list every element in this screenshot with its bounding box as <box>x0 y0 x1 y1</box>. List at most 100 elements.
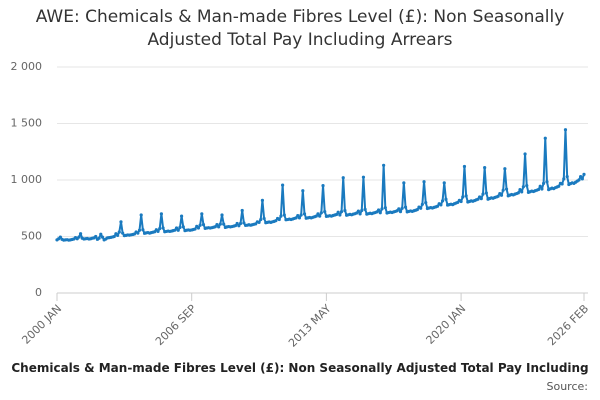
series-line <box>56 128 585 242</box>
point <box>336 210 340 214</box>
point <box>277 217 281 222</box>
point <box>459 199 463 204</box>
point <box>496 194 500 198</box>
point <box>419 206 423 210</box>
point <box>141 228 145 232</box>
point <box>257 220 261 224</box>
point <box>279 214 283 218</box>
point <box>181 225 185 229</box>
x-tick-label: 2013 MAY <box>286 302 334 350</box>
point <box>316 212 320 216</box>
y-tick-label: 1 500 <box>11 117 43 130</box>
point <box>439 203 443 207</box>
point <box>520 190 524 194</box>
point <box>343 208 347 213</box>
point <box>119 220 123 224</box>
point <box>116 233 120 237</box>
point <box>139 213 143 217</box>
point <box>361 175 366 179</box>
x-tick-label: 2006 SEP <box>153 302 199 348</box>
point <box>382 163 386 167</box>
point <box>582 172 586 176</box>
point <box>424 201 428 205</box>
point <box>557 184 561 188</box>
point <box>262 216 266 221</box>
point <box>579 175 583 179</box>
point <box>402 181 406 185</box>
point <box>156 229 160 234</box>
point <box>560 182 564 186</box>
point <box>338 213 342 217</box>
point <box>521 185 525 189</box>
point <box>442 181 446 185</box>
point <box>193 227 197 231</box>
point <box>94 234 98 239</box>
point <box>483 165 487 170</box>
point <box>580 177 584 181</box>
point <box>77 235 81 239</box>
point <box>363 207 367 211</box>
point <box>137 228 142 232</box>
point <box>334 212 339 217</box>
point <box>100 235 105 239</box>
point <box>476 197 480 201</box>
point <box>435 204 440 208</box>
point <box>296 213 300 218</box>
point <box>420 202 424 206</box>
source: Source: <box>546 380 589 393</box>
point <box>213 225 217 229</box>
point <box>403 205 408 209</box>
point <box>422 180 426 184</box>
point <box>274 219 278 223</box>
point <box>484 191 488 195</box>
point <box>235 221 239 226</box>
y-tick-label: 2 000 <box>11 60 43 73</box>
point <box>400 206 404 210</box>
point <box>339 210 344 214</box>
point <box>479 197 483 201</box>
point <box>198 223 202 227</box>
point <box>259 217 263 222</box>
point <box>397 207 401 211</box>
chart-title: AWE: Chemicals & Man-made Fibres Level (… <box>35 7 565 50</box>
point <box>323 210 327 214</box>
x-tick-label: 2026 FEB <box>545 302 591 348</box>
point <box>297 216 302 220</box>
point <box>536 187 541 192</box>
point <box>301 189 305 193</box>
point <box>503 167 507 171</box>
point <box>222 222 226 226</box>
point <box>461 195 465 199</box>
point <box>321 184 325 188</box>
point <box>218 222 222 226</box>
point <box>217 225 221 229</box>
point <box>299 213 303 217</box>
point <box>173 228 177 232</box>
point <box>174 226 179 230</box>
point <box>159 212 163 216</box>
point <box>415 208 419 212</box>
point <box>196 226 201 230</box>
point <box>318 214 322 218</box>
point <box>501 188 505 192</box>
point <box>383 206 387 210</box>
point <box>538 184 542 188</box>
point <box>464 194 468 198</box>
point <box>563 128 568 132</box>
y-tick-label: 0 <box>35 286 42 299</box>
point <box>462 164 467 169</box>
point <box>504 187 509 191</box>
y-tick-label: 1 000 <box>11 173 43 186</box>
point <box>294 216 298 220</box>
point <box>545 180 549 184</box>
x-tick-label: 2020 JAN <box>424 302 469 347</box>
point <box>540 187 544 191</box>
point <box>282 213 286 217</box>
point <box>161 226 165 230</box>
point <box>260 198 265 202</box>
point <box>360 208 364 213</box>
point <box>220 213 224 217</box>
point <box>319 211 323 215</box>
